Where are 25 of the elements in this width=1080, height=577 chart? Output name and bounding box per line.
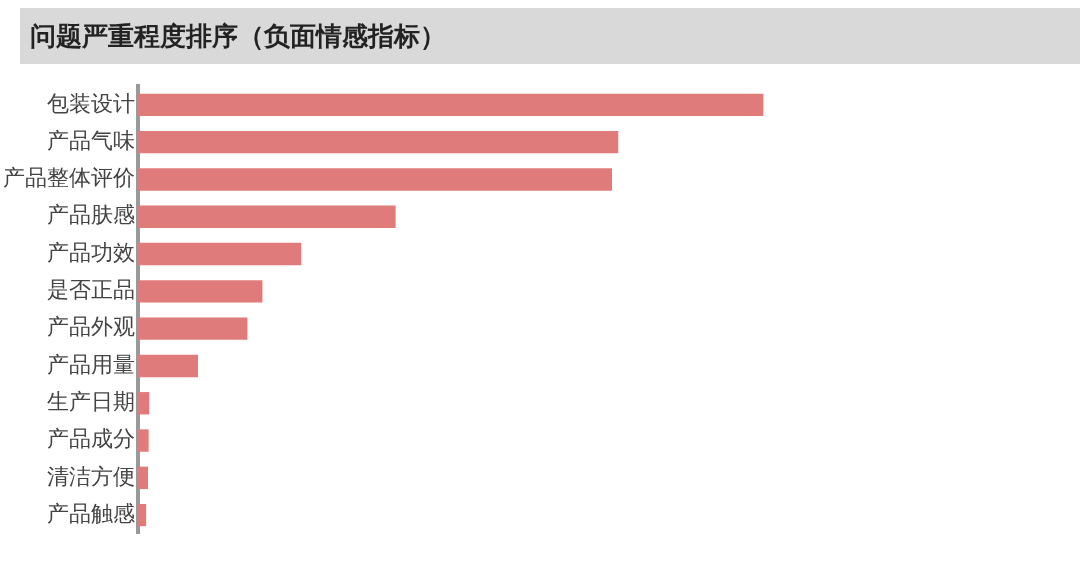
y-tick-label: 产品整体评价 bbox=[3, 165, 135, 191]
bar bbox=[138, 392, 150, 415]
y-tick-label: 产品用量 bbox=[47, 351, 135, 377]
y-tick-label: 产品气味 bbox=[47, 127, 135, 153]
y-tick-label: 产品成分 bbox=[47, 426, 135, 452]
bar bbox=[138, 280, 263, 303]
y-tick-label: 产品外观 bbox=[47, 314, 135, 340]
chart-title: 问题严重程度排序（负面情感指标） bbox=[20, 8, 1080, 64]
bar bbox=[138, 317, 248, 340]
bar bbox=[138, 130, 619, 154]
bar bbox=[138, 503, 147, 527]
bar bbox=[138, 242, 302, 266]
y-tick-label: 产品触感 bbox=[47, 500, 135, 526]
y-tick-label: 产品肤感 bbox=[47, 202, 135, 228]
bar bbox=[138, 168, 612, 191]
bar bbox=[138, 205, 396, 228]
bar bbox=[138, 429, 149, 452]
bar bbox=[138, 354, 199, 378]
bar bbox=[138, 93, 764, 117]
y-tick-label: 是否正品 bbox=[47, 277, 135, 303]
y-tick-label: 生产日期 bbox=[47, 388, 135, 414]
y-tick-label: 产品功效 bbox=[47, 239, 135, 265]
bar bbox=[138, 466, 149, 490]
y-tick-label: 包装设计 bbox=[47, 90, 135, 116]
y-tick-label: 清洁方便 bbox=[47, 463, 135, 489]
